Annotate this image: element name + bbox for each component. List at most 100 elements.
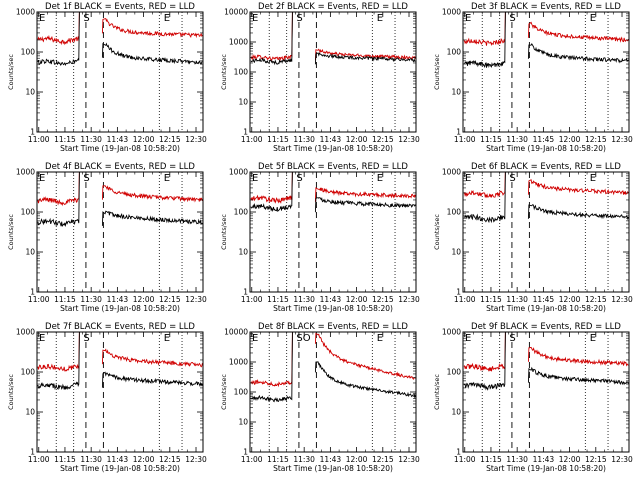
marker-start-label: E	[252, 173, 258, 184]
x-tick-label: 12:00	[133, 295, 155, 304]
y-tick-label: 1000	[442, 8, 461, 17]
y-tick-label: 10	[25, 88, 35, 97]
x-tick-label: 11:00	[454, 135, 476, 144]
y-tick-label: 1000	[442, 168, 461, 177]
x-tick-label: 12:15	[159, 455, 181, 464]
x-tick-label: 11:00	[241, 135, 263, 144]
x-tick-label: 11:00	[28, 455, 50, 464]
series-line-lld	[37, 172, 203, 207]
x-tick-label: 12:15	[159, 135, 181, 144]
y-tick-label: 1	[243, 288, 248, 297]
plot-frame	[249, 331, 417, 453]
series-line-events	[37, 12, 203, 67]
x-tick-label: 11:30	[80, 455, 102, 464]
y-tick-label: 100	[21, 48, 36, 57]
x-tick-label: 11:43	[107, 295, 129, 304]
y-axis-label: Counts/sec	[7, 54, 15, 90]
y-tick-label: 1	[30, 288, 35, 297]
y-tick-label: 10	[25, 248, 35, 257]
x-tick-label: 12:00	[346, 295, 368, 304]
marker-mid-label: S	[296, 13, 302, 24]
x-tick-label: 11:43	[320, 295, 342, 304]
panel-title: Det 5f BLACK = Events, RED = LLD	[258, 162, 408, 172]
series-line-lld	[463, 12, 629, 47]
y-tick-label: 100	[234, 388, 249, 397]
panel-title: Det 8f BLACK = Events, RED = LLD	[258, 322, 408, 332]
x-tick-label: 11:43	[107, 135, 129, 144]
x-tick-label: 11:00	[454, 295, 476, 304]
marker-end-label: E	[590, 333, 596, 344]
x-axis-label: Start Time (19-Jan-08 10:58:20)	[60, 464, 180, 473]
y-tick-label: 100	[447, 208, 462, 217]
marker-end-label: E	[590, 173, 596, 184]
y-tick-label: 10	[451, 408, 461, 417]
marker-end-label: E	[377, 333, 383, 344]
y-tick-label: 100	[21, 368, 36, 377]
x-axis-label: Start Time (19-Jan-08 10:58:20)	[273, 144, 393, 153]
x-tick-label: 11:15	[267, 295, 289, 304]
y-axis-label: Counts/sec	[220, 54, 228, 90]
y-tick-label: 10	[25, 408, 35, 417]
x-tick-label: 11:43	[533, 455, 555, 464]
marker-start-label: E	[465, 173, 471, 184]
x-tick-label: 11:15	[267, 455, 289, 464]
plot-frame	[36, 331, 204, 453]
x-tick-label: 12:15	[159, 295, 181, 304]
y-tick-label: 10000	[224, 328, 248, 337]
x-tick-label: 11:00	[28, 135, 50, 144]
plot-frame	[462, 331, 630, 453]
x-axis-label: Start Time (19-Jan-08 10:58:20)	[486, 464, 606, 473]
marker-mid-label: S	[509, 13, 515, 24]
x-tick-label: 11:43	[320, 135, 342, 144]
y-tick-label: 10	[451, 88, 461, 97]
marker-end-label: E	[377, 173, 383, 184]
marker-start-label: E	[39, 13, 45, 24]
y-tick-label: 1	[456, 448, 461, 457]
x-tick-label: 11:15	[54, 295, 76, 304]
x-tick-label: 11:45	[533, 135, 555, 144]
series-line-events	[463, 172, 629, 224]
marker-end-label: E	[590, 13, 596, 24]
plot-frame	[249, 11, 417, 133]
x-axis-label: Start Time (19-Jan-08 10:58:20)	[486, 304, 606, 313]
x-tick-label: 12:00	[559, 455, 581, 464]
plot-frame	[36, 171, 204, 293]
x-tick-label: 12:15	[372, 135, 394, 144]
x-tick-label: 12:30	[611, 295, 633, 304]
x-tick-label: 12:15	[585, 455, 607, 464]
y-tick-label: 1000	[229, 358, 248, 367]
y-axis-label: Counts/sec	[220, 374, 228, 410]
y-tick-label: 10	[238, 248, 248, 257]
y-tick-label: 1000	[16, 168, 35, 177]
x-tick-label: 12:15	[585, 135, 607, 144]
x-tick-label: 12:30	[185, 455, 207, 464]
series-line-lld	[250, 12, 416, 62]
y-tick-label: 1	[30, 448, 35, 457]
x-tick-label: 11:45	[533, 295, 555, 304]
y-tick-label: 1000	[229, 38, 248, 47]
marker-mid-label: SO	[296, 333, 310, 344]
marker-mid-label: S	[83, 173, 89, 184]
x-tick-label: 12:30	[611, 455, 633, 464]
panel-title: Det 1f BLACK = Events, RED = LLD	[45, 2, 195, 12]
plot-frame	[462, 11, 630, 133]
x-tick-label: 11:15	[480, 295, 502, 304]
x-tick-label: 12:00	[559, 295, 581, 304]
plot-frame	[462, 171, 630, 293]
x-tick-label: 11:15	[480, 135, 502, 144]
series-line-lld	[250, 172, 416, 204]
x-tick-label: 11:30	[506, 295, 528, 304]
x-axis-label: Start Time (19-Jan-08 10:58:20)	[273, 304, 393, 313]
y-tick-label: 1	[30, 128, 35, 137]
x-tick-label: 12:15	[372, 455, 394, 464]
y-tick-label: 100	[21, 208, 36, 217]
x-tick-label: 11:00	[241, 295, 263, 304]
marker-end-label: E	[164, 13, 170, 24]
x-tick-label: 11:43	[320, 455, 342, 464]
x-tick-label: 11:30	[293, 295, 315, 304]
x-axis-label: Start Time (19-Jan-08 10:58:20)	[273, 464, 393, 473]
marker-end-label: E	[164, 173, 170, 184]
